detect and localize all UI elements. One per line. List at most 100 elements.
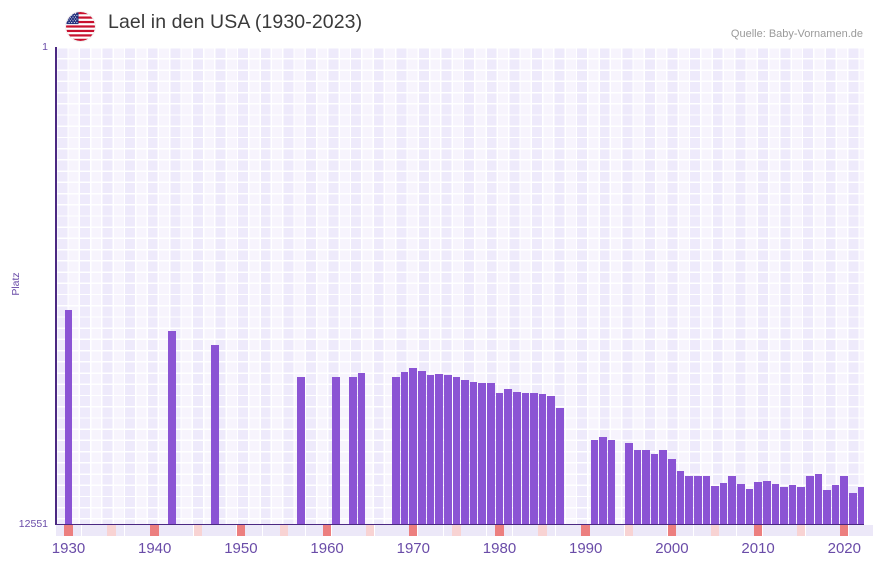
x-tick-blank [702,525,711,536]
x-tick-blank [184,525,194,536]
x-tick-blank [374,525,383,536]
x-tick-minor-2005 [710,525,720,536]
bar-2004[interactable] [702,476,711,524]
bar-2006[interactable] [719,483,728,524]
x-tick-blank [547,525,556,536]
bar-1981[interactable] [504,389,512,524]
bar-1971[interactable] [418,371,426,524]
chart-plot-area [56,47,864,524]
bar-1980[interactable] [495,393,504,524]
x-tick-blank [598,525,608,536]
bar-1961[interactable] [331,377,340,524]
x-tick-blank [857,525,866,536]
x-tick-label-1940: 1940 [138,540,172,557]
bar-1968[interactable] [392,377,400,524]
bar-1985[interactable] [538,394,547,524]
x-tick-blank [521,525,530,536]
bar-2002[interactable] [685,476,693,524]
bar-1979[interactable] [487,383,495,524]
bar-2001[interactable] [676,471,685,524]
bar-1984[interactable] [530,393,538,524]
x-tick-blank [822,525,832,536]
bar-2021[interactable] [849,493,857,524]
bar-1992[interactable] [599,437,607,524]
bar-1999[interactable] [659,450,668,524]
x-tick-blank [684,525,694,536]
bar-2010[interactable] [754,482,762,524]
x-tick-blank [693,525,702,536]
bar-2020[interactable] [840,476,849,524]
bar-1973[interactable] [435,374,443,524]
bar-2015[interactable] [797,487,805,524]
bar-2017[interactable] [814,474,823,524]
bar-1982[interactable] [512,392,521,524]
bar-2018[interactable] [823,490,831,524]
x-tick-blank [391,525,401,536]
bar-1987[interactable] [556,408,564,524]
bar-1993[interactable] [607,440,616,524]
bar-1996[interactable] [633,450,642,524]
x-axis-tick-marks [55,525,873,536]
x-axis-line [55,523,864,526]
bar-1969[interactable] [400,372,409,524]
bar-1947[interactable] [211,345,219,524]
bar-2005[interactable] [711,486,719,524]
x-tick-blank [159,525,168,536]
bar-1957[interactable] [297,377,306,524]
y-axis-line [55,47,57,525]
bar-1986[interactable] [547,396,555,524]
bar-1977[interactable] [469,382,478,524]
bar-2022[interactable] [857,487,864,524]
x-tick-blank [383,525,392,536]
bar-1997[interactable] [642,450,650,524]
bar-2007[interactable] [728,476,737,524]
x-tick-blank [426,525,435,536]
bar-1942[interactable] [168,331,176,524]
x-tick-blank [814,525,823,536]
x-tick-blank [529,525,539,536]
bar-1995[interactable] [624,443,633,524]
bar-2008[interactable] [737,484,745,524]
x-tick-blank [253,525,263,536]
x-tick-label-1970: 1970 [396,540,430,557]
bar-1978[interactable] [478,383,487,524]
bar-1983[interactable] [521,393,530,524]
x-tick-label-1950: 1950 [224,540,258,557]
x-tick-blank [728,525,737,536]
x-tick-blank [434,525,444,536]
bar-2014[interactable] [788,485,797,524]
x-tick-blank [779,525,789,536]
x-tick-blank [124,525,134,536]
x-tick-blank [831,525,840,536]
bar-1975[interactable] [452,377,461,524]
bar-1963[interactable] [349,377,357,524]
x-tick-major-1990 [581,525,590,536]
bar-2003[interactable] [693,476,702,524]
bar-2009[interactable] [745,489,754,524]
x-tick-blank [555,525,565,536]
x-tick-blank [805,525,814,536]
bar-1974[interactable] [443,375,452,524]
bar-2019[interactable] [831,485,840,524]
x-tick-blank [116,525,125,536]
x-tick-blank [245,525,254,536]
bar-1976[interactable] [461,380,469,524]
x-tick-blank [607,525,616,536]
x-tick-minor-1995 [624,525,633,536]
bar-1998[interactable] [650,454,659,524]
bar-1970[interactable] [409,368,418,524]
bar-1964[interactable] [357,373,366,524]
x-tick-minor-1955 [279,525,289,536]
bar-2011[interactable] [762,481,771,524]
x-tick-blank [72,525,82,536]
bar-1930[interactable] [64,310,73,524]
bar-2012[interactable] [771,484,780,524]
bar-1972[interactable] [426,375,435,524]
x-tick-blank [262,525,271,536]
x-tick-major-1930 [64,525,73,536]
bar-2013[interactable] [780,487,788,524]
bar-2000[interactable] [668,459,676,524]
x-tick-blank [357,525,366,536]
bar-1991[interactable] [590,440,599,524]
bar-2016[interactable] [806,476,814,524]
